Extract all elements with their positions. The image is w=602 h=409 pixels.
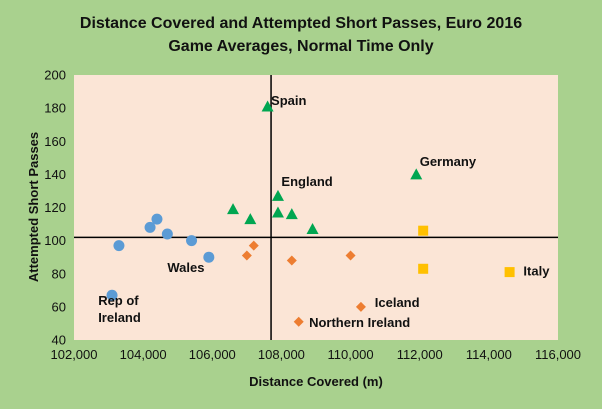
annotation-label: Italy bbox=[523, 263, 550, 278]
y-tick-label: 40 bbox=[52, 333, 66, 348]
data-point-triangle bbox=[227, 203, 240, 215]
data-point-triangle bbox=[261, 100, 274, 112]
data-point-circle bbox=[106, 289, 118, 301]
plot-area bbox=[74, 75, 558, 340]
data-point-square bbox=[418, 225, 429, 236]
data-points bbox=[106, 100, 515, 327]
annotation-label: Wales bbox=[167, 260, 204, 275]
data-point-circle bbox=[113, 240, 125, 252]
chart-title: Distance Covered and Attempted Short Pas… bbox=[80, 15, 522, 32]
x-axis-title: Distance Covered (m) bbox=[249, 374, 383, 389]
annotation-label: Germany bbox=[420, 154, 477, 169]
data-point-triangle bbox=[244, 213, 257, 225]
data-point-triangle bbox=[271, 206, 284, 218]
point-annotations: Spain Germany England Wales Rep of Ireland Ice… bbox=[98, 93, 550, 330]
y-tick-label: 200 bbox=[44, 68, 66, 83]
data-point-triangle bbox=[271, 189, 284, 201]
data-point-diamond bbox=[345, 250, 356, 261]
data-point-diamond bbox=[286, 255, 297, 266]
data-point-diamond bbox=[248, 240, 259, 251]
data-point-triangle bbox=[285, 208, 298, 220]
x-tick-label: 108,000 bbox=[258, 347, 305, 362]
data-point-circle bbox=[186, 235, 198, 247]
y-tick-label: 140 bbox=[44, 167, 66, 182]
y-tick-label: 60 bbox=[52, 299, 66, 314]
data-point-circle bbox=[144, 221, 156, 233]
x-tick-label: 114,000 bbox=[466, 347, 512, 362]
x-tick-label: 112,000 bbox=[397, 347, 443, 362]
data-point-circle bbox=[203, 251, 215, 263]
x-axis-ticks: 102,000 104,000 106,000 108,000 110,000 112,0… bbox=[51, 347, 582, 362]
data-point-diamond bbox=[241, 250, 252, 261]
y-tick-label: 100 bbox=[44, 233, 66, 248]
chart-subtitle: Game Averages, Normal Time Only bbox=[168, 38, 433, 55]
y-axis-title: Attempted Short Passes bbox=[26, 132, 41, 282]
x-tick-label: 104,000 bbox=[120, 347, 167, 362]
data-point-circle bbox=[161, 228, 173, 240]
x-tick-label: 116,000 bbox=[535, 347, 581, 362]
annotation-label: Rep of Ireland bbox=[98, 293, 141, 325]
data-point-triangle bbox=[306, 223, 319, 235]
annotation-label: England bbox=[281, 174, 332, 189]
x-tick-label: 102,000 bbox=[51, 347, 98, 362]
y-axis-ticks: 40 60 80 100 120 140 160 180 200 bbox=[44, 68, 66, 348]
x-tick-label: 106,000 bbox=[189, 347, 236, 362]
data-point-square bbox=[418, 263, 429, 274]
annotation-label: Spain bbox=[271, 93, 306, 108]
data-point-diamond bbox=[293, 316, 304, 327]
data-point-triangle bbox=[410, 168, 423, 180]
y-tick-label: 180 bbox=[44, 101, 66, 116]
y-tick-label: 120 bbox=[44, 200, 66, 215]
x-tick-label: 110,000 bbox=[328, 347, 374, 362]
annotation-label: Northern Ireland bbox=[309, 315, 410, 330]
y-tick-label: 160 bbox=[44, 134, 66, 149]
annotation-label: Iceland bbox=[375, 295, 420, 310]
data-point-diamond bbox=[355, 301, 366, 312]
data-point-square bbox=[504, 267, 515, 278]
y-tick-label: 80 bbox=[52, 266, 66, 281]
data-point-circle bbox=[151, 213, 163, 225]
